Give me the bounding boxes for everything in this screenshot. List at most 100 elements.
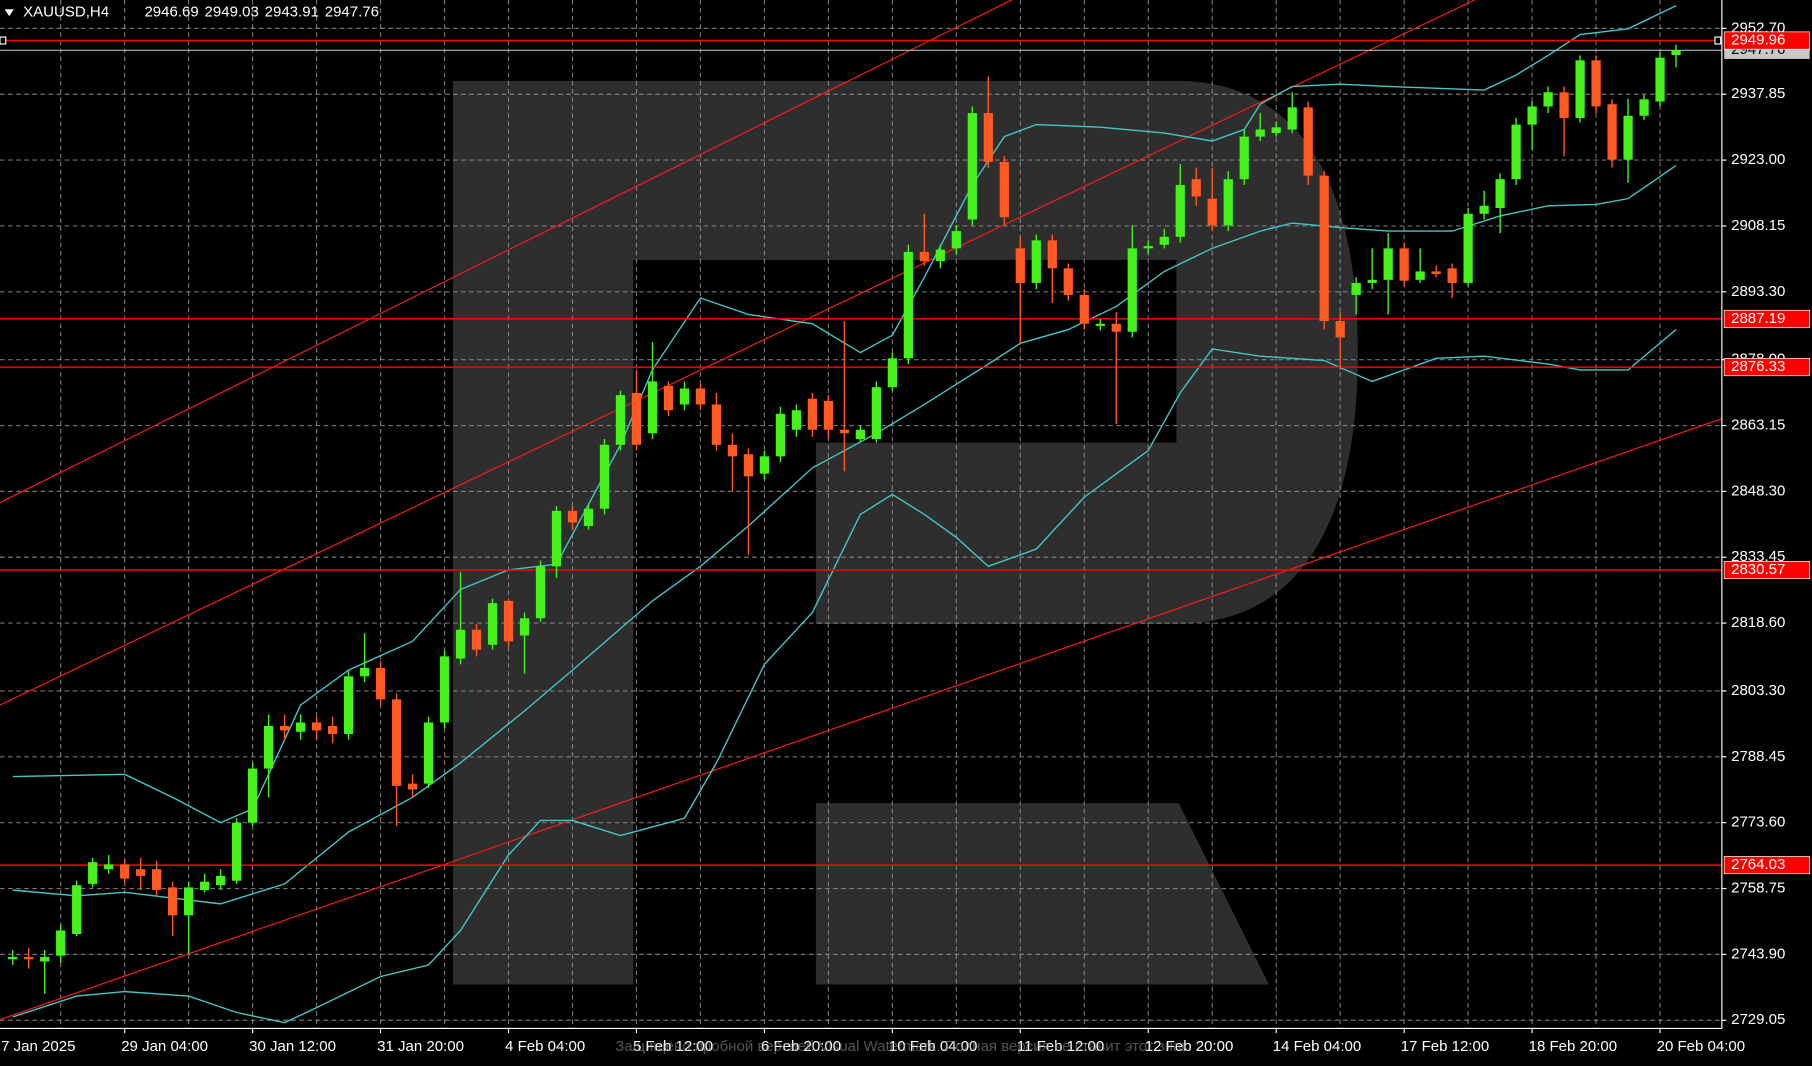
candle-body xyxy=(647,381,658,434)
candle-body xyxy=(1031,240,1041,283)
selection-handle xyxy=(1714,36,1722,45)
candle-body xyxy=(1239,136,1249,180)
logo-r-body xyxy=(453,80,1358,985)
grid xyxy=(0,0,1722,1029)
candle-body xyxy=(1463,213,1473,283)
candle-body xyxy=(1303,107,1313,176)
candle-body xyxy=(679,388,690,405)
x-tick-label: 6 Feb 20:00 xyxy=(761,1038,841,1055)
candle-body xyxy=(551,510,562,567)
candle-body xyxy=(88,862,98,884)
header-close: 2947.76 xyxy=(325,4,379,21)
level-label-box xyxy=(1723,309,1811,328)
candle-body xyxy=(775,413,786,457)
candle-body xyxy=(232,822,242,881)
candle-body xyxy=(1351,282,1361,295)
header-open: 2946.69 xyxy=(144,4,198,21)
candle-body xyxy=(295,722,306,732)
y-tick-label: 2818.60 xyxy=(1731,614,1785,631)
candle-body xyxy=(8,957,18,960)
candle-body xyxy=(1271,127,1281,134)
candle-body xyxy=(311,722,322,731)
header-low: 2943.91 xyxy=(265,4,319,21)
candle-body xyxy=(1639,99,1649,116)
candle-body xyxy=(1207,198,1217,226)
candle-body xyxy=(24,957,34,960)
candle-body xyxy=(1415,271,1425,280)
candle-body xyxy=(839,429,850,434)
menu-triangle xyxy=(4,9,14,17)
candle-body xyxy=(200,881,210,891)
candle-body xyxy=(743,454,754,477)
x-tick-label: 4 Feb 04:00 xyxy=(505,1038,585,1055)
level-label: 2876.33 xyxy=(1731,358,1785,375)
candle-body xyxy=(1543,92,1553,107)
candle-body xyxy=(1447,268,1457,283)
candle-body xyxy=(120,864,130,879)
candle-body xyxy=(1143,246,1153,249)
candle-body xyxy=(279,725,290,731)
candle-body xyxy=(1431,271,1441,275)
level-label: 2764.03 xyxy=(1731,856,1785,873)
candle-body xyxy=(711,404,722,445)
candle-body xyxy=(471,629,482,650)
candle-body xyxy=(168,887,178,916)
candle-body xyxy=(503,600,514,642)
candle-body xyxy=(487,603,498,645)
y-tick-label: 2788.45 xyxy=(1731,748,1785,765)
candle-body xyxy=(1191,179,1201,197)
candle-body xyxy=(535,566,546,619)
candle-body xyxy=(1319,175,1329,322)
y-tick-label: 2758.75 xyxy=(1731,879,1785,896)
candle-body xyxy=(1479,205,1489,214)
candle-body xyxy=(1495,179,1505,208)
level-label-box xyxy=(1723,560,1811,580)
x-tick-label: 7 Jan 2025 xyxy=(1,1038,75,1055)
axes: 2729.05 2743.90 2758.75 2773.60 2788.45 2803.… xyxy=(1,19,1811,1055)
candle-body xyxy=(631,392,642,445)
candle-body xyxy=(1111,323,1121,332)
candle-body xyxy=(40,957,50,962)
level-label-box xyxy=(1723,31,1811,50)
candle-body xyxy=(1527,106,1537,125)
candle-body xyxy=(56,930,66,956)
x-tick-label: 29 Jan 04:00 xyxy=(121,1038,208,1055)
candle-body xyxy=(1175,184,1185,237)
candle-body xyxy=(407,783,418,790)
x-tick-label: 5 Feb 12:00 xyxy=(633,1038,713,1055)
candle-body xyxy=(823,400,834,430)
candle-body xyxy=(1655,57,1665,102)
y-tick-label: 2937.85 xyxy=(1731,85,1785,102)
candle-body xyxy=(903,251,913,359)
plot-area xyxy=(0,0,1722,1024)
candle-body xyxy=(1335,321,1345,338)
candle-body xyxy=(967,113,977,220)
candle-body xyxy=(599,444,610,509)
y-tick-label: 2773.60 xyxy=(1731,814,1785,831)
candle-body xyxy=(919,251,929,262)
y-tick-label: 2893.30 xyxy=(1731,283,1785,300)
level-label: 2887.19 xyxy=(1731,310,1785,327)
candle-body xyxy=(439,656,450,723)
candle-body xyxy=(1575,60,1585,118)
candle-body xyxy=(1255,129,1265,137)
y-tick-label: 2743.90 xyxy=(1731,945,1785,962)
y-tick-label: 2803.30 xyxy=(1731,682,1785,699)
x-tick-label: 10 Feb 04:00 xyxy=(889,1038,978,1055)
y-tick-label: 2833.45 xyxy=(1731,548,1785,565)
candle-body xyxy=(1623,115,1633,160)
candle-body xyxy=(1367,279,1377,283)
candle-body xyxy=(1591,60,1601,107)
y-tick-label: 2729.05 xyxy=(1731,1011,1785,1028)
y-tick-label: 2863.15 xyxy=(1731,416,1785,433)
candle-body xyxy=(1015,248,1025,283)
watermark-text: Защищено пробной версией Visual Watermar… xyxy=(615,1038,1192,1055)
x-tick-label: 20 Feb 04:00 xyxy=(1657,1038,1746,1055)
candle-body xyxy=(935,249,945,262)
candle-body xyxy=(423,722,434,784)
y-tick-label: 2923.00 xyxy=(1731,151,1785,168)
x-tick-label: 30 Jan 12:00 xyxy=(249,1038,336,1055)
x-tick-label: 31 Jan 20:00 xyxy=(377,1038,464,1055)
candle-body xyxy=(887,358,897,388)
candle-body xyxy=(136,869,146,876)
